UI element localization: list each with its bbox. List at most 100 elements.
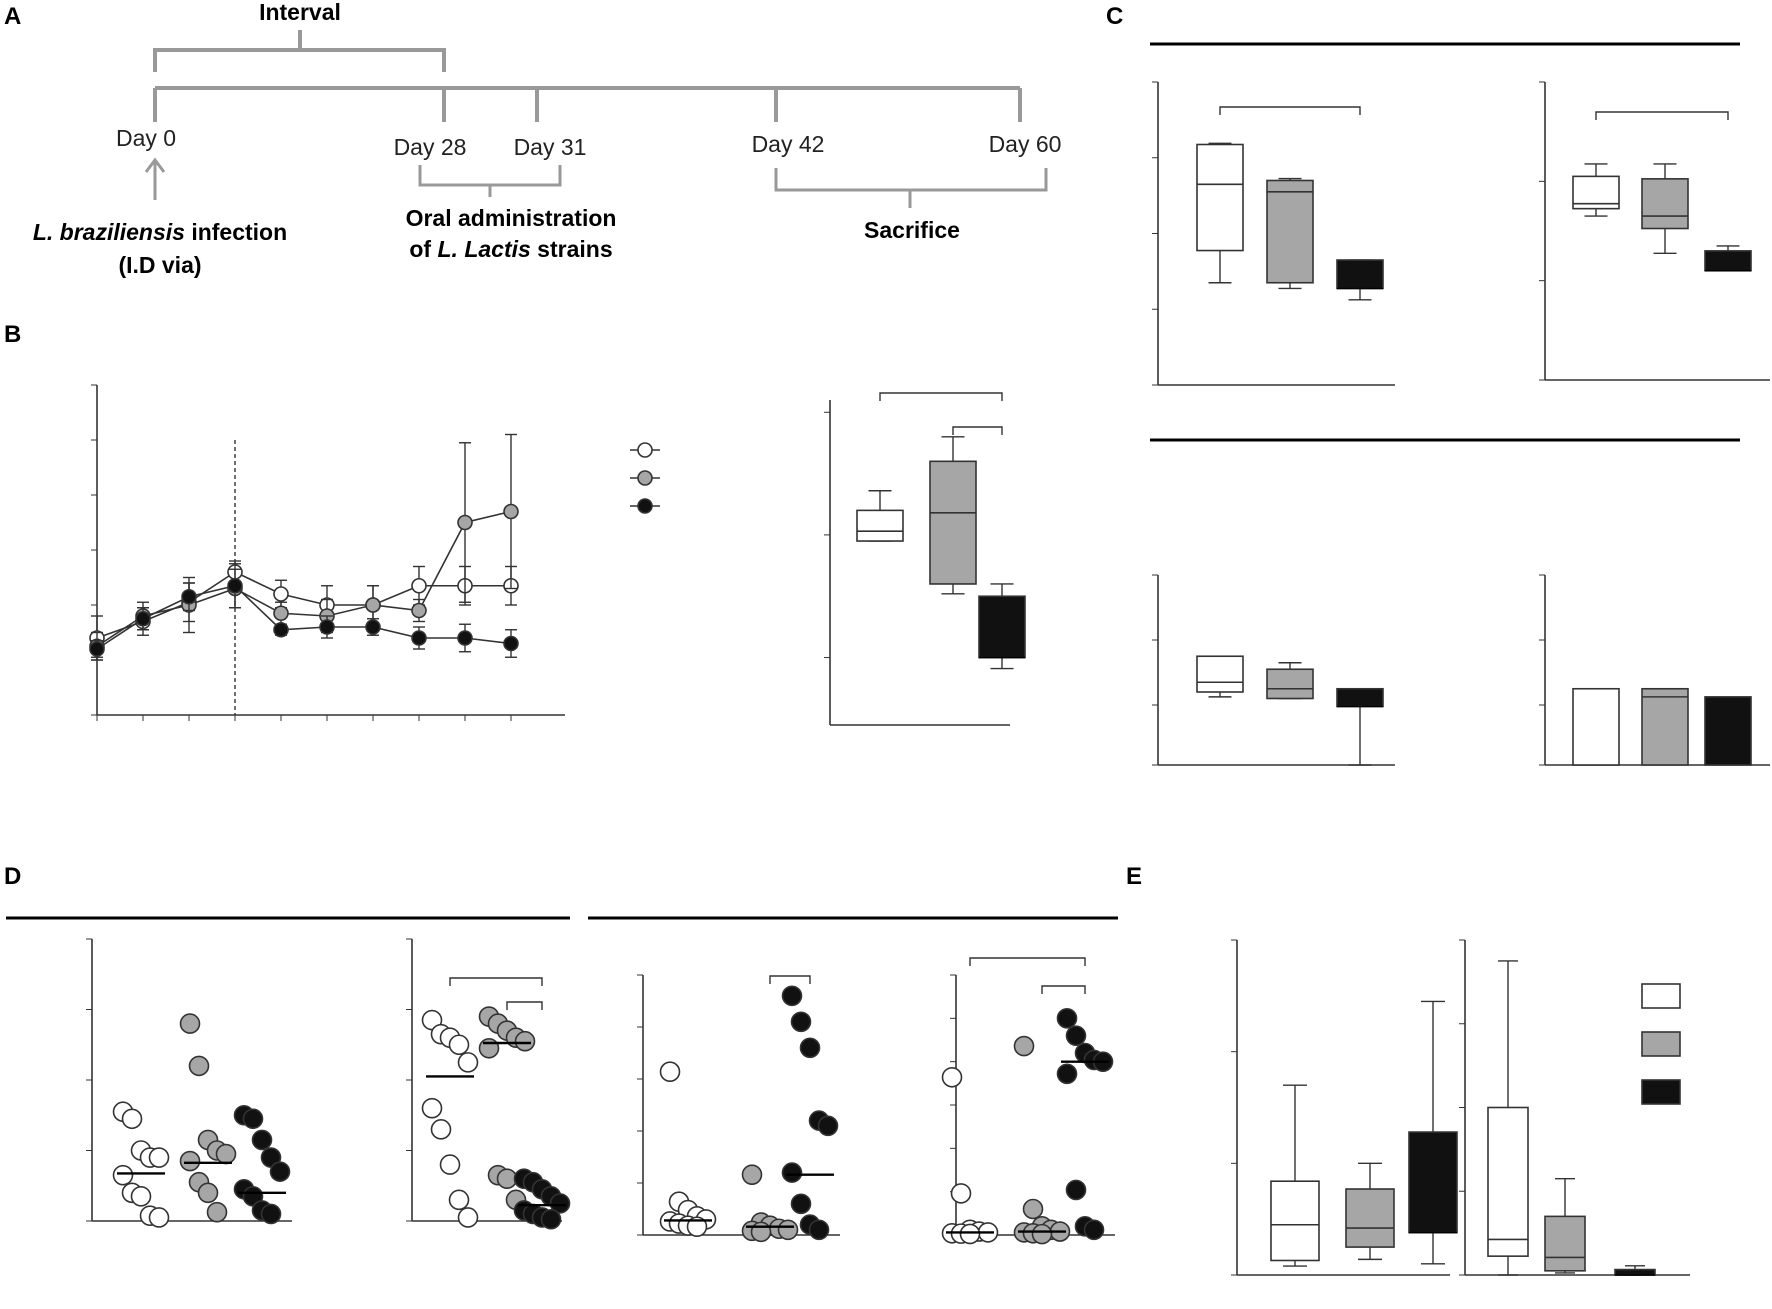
box xyxy=(856,509,904,542)
e-6w-chart xyxy=(1231,939,1458,1276)
data-point xyxy=(1022,1198,1044,1220)
d-ifng-10w-chart-group-hsp xyxy=(1056,1008,1114,1241)
auc-box-chart-bracket xyxy=(879,392,1003,401)
data-point xyxy=(503,635,519,652)
e-10w-chart-box-empty xyxy=(1544,1177,1586,1274)
legend-swatch xyxy=(1641,983,1681,1009)
infection-label: L. braziliensis infection xyxy=(33,219,287,245)
charts-layer xyxy=(86,81,1770,1276)
legend-line-chart xyxy=(630,442,660,514)
d-ifng-6w-chart-group-empty xyxy=(478,1006,536,1211)
data-point xyxy=(1056,1063,1078,1085)
oral-species: L. Lactis xyxy=(437,236,530,262)
data-point xyxy=(799,1037,821,1059)
panel-label-e: E xyxy=(1126,863,1142,890)
data-point xyxy=(781,1162,803,1183)
data-point xyxy=(179,1150,201,1172)
auc-box-chart-box-hsp xyxy=(978,583,1026,670)
d-ifng-6w-chart-bracket xyxy=(449,977,543,986)
d-il10-6w-chart xyxy=(86,938,292,1228)
box xyxy=(1544,1215,1586,1272)
data-point xyxy=(457,514,473,531)
bar xyxy=(1704,696,1752,766)
box xyxy=(1336,259,1384,290)
data-point xyxy=(448,1034,470,1056)
data-point xyxy=(686,1216,708,1237)
c-ear-10w-chart xyxy=(1152,574,1395,766)
series-line xyxy=(96,510,512,647)
data-point xyxy=(179,1013,201,1034)
panel-label-b: B xyxy=(4,321,21,348)
oral-of: of xyxy=(409,236,437,262)
d-il10-6w-chart-group-lb xyxy=(112,1101,170,1228)
auc-box-chart-box-empty xyxy=(929,436,977,595)
c-dln-6w-chart-box-hsp xyxy=(1704,245,1752,272)
c-dln-6w-chart-box-empty xyxy=(1641,163,1689,255)
day-31-label: Day 31 xyxy=(514,134,587,160)
e-10w-chart xyxy=(1459,939,1690,1276)
day-42-label: Day 42 xyxy=(752,131,825,157)
data-point xyxy=(273,605,289,622)
data-point xyxy=(790,1193,812,1215)
oral-strains: strains xyxy=(531,236,613,262)
c-ear-10w-chart-box-lb xyxy=(1196,655,1244,698)
box xyxy=(1196,143,1244,252)
box xyxy=(1704,250,1752,272)
infection-route: (I.D via) xyxy=(118,252,201,278)
c-ear-6w-chart-box-hsp xyxy=(1336,259,1384,301)
auc-box-chart-box-lb xyxy=(856,490,904,542)
data-point xyxy=(273,621,289,638)
data-point xyxy=(365,619,381,635)
day-0-label: Day 0 xyxy=(116,125,176,151)
d-ifng-6w-chart xyxy=(406,938,571,1230)
e-6w-chart-box-empty xyxy=(1345,1162,1395,1261)
data-point xyxy=(215,1143,237,1165)
infection-species: L. braziliensis xyxy=(33,219,185,245)
data-point xyxy=(242,1108,264,1130)
d-il10-10w-chart-group-empty xyxy=(741,1164,799,1243)
infection-word: infection xyxy=(185,219,287,245)
data-point xyxy=(206,1201,228,1223)
data-point xyxy=(808,1219,830,1241)
day-60-label: Day 60 xyxy=(989,131,1062,157)
data-point xyxy=(121,1108,143,1130)
d-ifng-6w-chart-bracket xyxy=(506,1001,543,1010)
e-6w-chart-box-lb xyxy=(1270,1084,1320,1267)
data-point xyxy=(411,577,427,594)
data-point xyxy=(181,588,197,605)
data-point xyxy=(251,1129,273,1151)
legend-swatch xyxy=(1641,1079,1681,1105)
d-ifng-10w-chart-group-lb xyxy=(941,1066,999,1245)
box xyxy=(1266,668,1314,700)
data-point xyxy=(135,610,151,627)
data-point xyxy=(1083,1219,1105,1241)
c-ear-10w-chart-box-hsp xyxy=(1336,687,1384,766)
data-point xyxy=(659,1061,681,1083)
data-point xyxy=(959,1223,981,1245)
oral-line-2: of L. Lactis strains xyxy=(409,236,612,262)
data-point xyxy=(1031,1223,1053,1245)
data-point xyxy=(496,1168,518,1189)
d-ifng-10w-chart-bracket xyxy=(969,957,1086,966)
bar xyxy=(1641,687,1689,766)
data-point xyxy=(273,586,289,602)
box xyxy=(1408,1131,1458,1234)
c-ear-6w-chart-bracket xyxy=(1219,106,1361,115)
d-ifng-6w-chart-group-hsp xyxy=(513,1168,571,1230)
data-point xyxy=(457,1207,479,1228)
c-ear-6w-chart-box-empty xyxy=(1266,177,1314,290)
c-dln-6w-chart xyxy=(1539,81,1770,381)
c-ear-6w-chart-box-lb xyxy=(1196,142,1244,284)
data-point xyxy=(941,1066,963,1088)
panel-label-d: D xyxy=(4,863,21,890)
d-ifng-6w-chart-group-lb xyxy=(421,1009,479,1228)
sacrifice-label: Sacrifice xyxy=(864,217,960,243)
c-dln-10w-chart-box-empty xyxy=(1641,687,1689,766)
data-point xyxy=(1065,1179,1087,1201)
legend-box-chart xyxy=(1641,983,1681,1105)
panel-label-a: A xyxy=(4,3,21,30)
data-point xyxy=(741,1164,763,1185)
c-ear-6w-chart xyxy=(1152,81,1395,386)
d-il10-6w-chart-group-empty xyxy=(179,1013,237,1223)
box xyxy=(1270,1180,1320,1262)
